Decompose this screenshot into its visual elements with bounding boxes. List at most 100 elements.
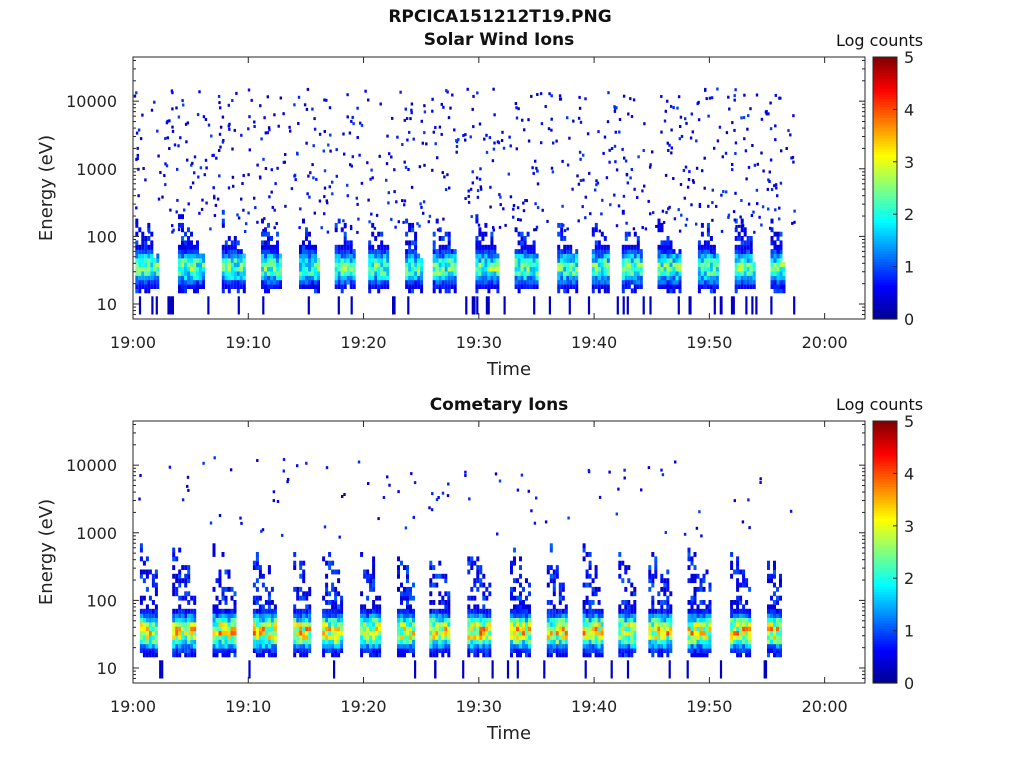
data-cell (444, 288, 448, 294)
data-cell (600, 652, 604, 658)
data-cell (438, 279, 442, 285)
data-cell (386, 244, 390, 250)
data-cell (178, 257, 181, 263)
data-cell (172, 643, 176, 649)
data-cell (267, 569, 271, 575)
colorbar-segment (873, 423, 897, 427)
data-cell (325, 573, 329, 579)
data-cell (273, 257, 276, 263)
data-cell (597, 643, 601, 649)
data-cell (247, 88, 251, 92)
data-cell (258, 652, 262, 658)
data-cell (715, 271, 719, 276)
data-cell (528, 608, 531, 614)
data-cell (255, 613, 259, 618)
data-cell (261, 240, 264, 246)
data-cell (363, 639, 367, 645)
data-cell (756, 202, 759, 206)
data-cell (673, 217, 677, 221)
data-cell (228, 122, 231, 126)
data-cell (552, 591, 556, 597)
data-cell (600, 630, 604, 636)
data-cell (525, 652, 528, 658)
data-cell (706, 244, 710, 250)
data-cell (296, 626, 300, 632)
data-cell (678, 266, 682, 272)
data-cell (331, 582, 335, 588)
data-cell (675, 279, 679, 285)
data-cell (401, 199, 404, 203)
data-cell (187, 617, 191, 623)
colorbar-segment (873, 552, 897, 556)
data-cell (403, 648, 406, 653)
data-cell (660, 621, 664, 627)
data-cell (218, 573, 222, 579)
data-cell (669, 635, 673, 640)
data-cell (492, 226, 495, 230)
data-cell (649, 296, 652, 315)
data-cell (221, 271, 225, 276)
data-cell (273, 266, 276, 272)
data-cell (409, 617, 412, 623)
data-cell (273, 617, 277, 623)
data-cell (286, 477, 290, 481)
data-cell (672, 288, 676, 294)
data-cell (302, 639, 306, 645)
data-cell (154, 591, 158, 597)
data-cell (230, 635, 234, 640)
data-cell (666, 284, 670, 289)
data-cell (633, 288, 637, 294)
data-cell (318, 132, 322, 136)
data-cell (552, 586, 556, 592)
data-cell (296, 152, 299, 156)
data-cell (370, 212, 373, 216)
data-cell (660, 608, 664, 614)
data-cell (666, 240, 670, 246)
data-cell (557, 222, 561, 228)
data-cell (779, 652, 782, 658)
data-cell (184, 257, 187, 263)
data-cell (181, 279, 184, 285)
data-cell (713, 296, 716, 315)
data-cell (564, 652, 568, 658)
data-cell (467, 194, 470, 198)
data-cell (187, 266, 190, 272)
data-cell (302, 249, 305, 254)
data-cell (779, 279, 783, 285)
data-cell (181, 262, 184, 268)
data-cell (660, 284, 664, 289)
data-cell (520, 244, 524, 250)
data-cell (551, 170, 555, 174)
data-cell (224, 266, 228, 272)
data-cell (690, 203, 693, 207)
data-cell (734, 88, 737, 92)
data-cell (317, 271, 320, 276)
data-cell (513, 639, 516, 645)
data-cell (760, 117, 764, 121)
data-cell (138, 257, 142, 263)
data-cell (441, 257, 445, 263)
data-cell (475, 253, 479, 259)
data-cell (523, 275, 527, 281)
data-cell (476, 565, 480, 570)
data-cell (181, 578, 185, 584)
data-cell (442, 217, 445, 221)
data-cell (344, 225, 347, 229)
data-cell (561, 639, 565, 645)
data-cell (273, 613, 277, 618)
data-cell (752, 262, 756, 268)
data-cell (618, 617, 622, 623)
data-cell (669, 266, 673, 272)
data-cell (405, 231, 409, 237)
data-cell (340, 249, 344, 254)
data-cell (343, 284, 347, 289)
data-cell (684, 223, 688, 227)
data-cell (236, 249, 240, 254)
data-cell (453, 249, 457, 254)
data-cell (153, 271, 157, 276)
data-cell (255, 608, 259, 614)
data-cell (535, 284, 539, 289)
data-cell (236, 279, 240, 285)
data-cell (540, 141, 543, 145)
data-cell (317, 275, 320, 281)
